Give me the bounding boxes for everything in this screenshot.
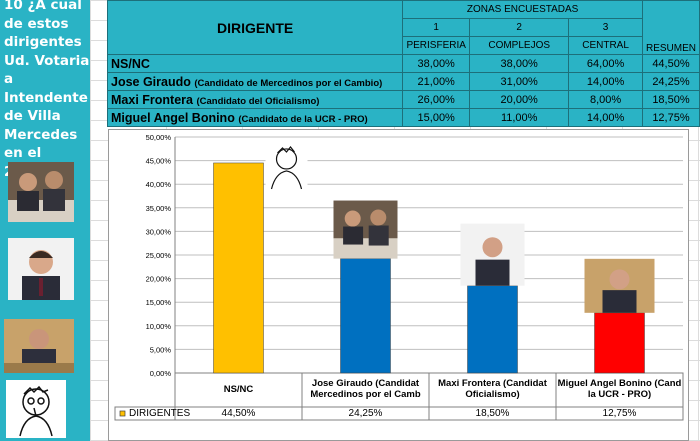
bar [467,285,518,374]
candidate-photo [584,258,655,313]
zone-name: COMPLEJOS [469,36,570,55]
y-tick-label: 50,00% [146,133,172,142]
cell: 15,00% [402,108,471,127]
cell: 20,00% [469,90,570,109]
cell: 38,00% [469,54,570,73]
cell: 14,00% [568,72,643,91]
y-tick-label: 10,00% [146,322,172,331]
zone-number: 1 [402,18,471,37]
zones-title: ZONAS ENCUESTADAS [402,0,643,19]
candidate-photo [333,200,398,259]
zone-name: PERISFERIA [402,36,471,55]
chart: 0,00% 5,00% 10,00% 15,00% 20,00% 25,00% 30,00%… [108,129,689,441]
y-tick-label: 20,00% [146,275,172,284]
value-label: 12,75% [602,408,637,419]
results-table: DIRIGENTE ZONAS ENCUESTADAS RESUMEN 1 2 … [106,0,700,127]
left-panel: 10 ¿A cual de estos dirigentes Ud. Votar… [0,0,90,441]
value-label: 24,25% [348,408,383,419]
summary-header: RESUMEN [641,0,700,55]
bar [340,258,391,374]
cell: 38,00% [402,54,471,73]
category-label-line: la UCR - PRO) [587,389,652,400]
category-label-line: Miguel Angel Bonino (Cand [557,378,682,389]
y-tick-label: 35,00% [146,204,172,213]
category-label-line: NS/NC [223,384,254,395]
question-text: 10 ¿A cual de estos dirigentes Ud. Votar… [4,0,90,180]
summary-cell: 44,50% [641,54,700,73]
cell: 14,00% [568,108,643,127]
cell: 21,00% [402,72,471,91]
dirigente-header: DIRIGENTE [106,0,404,55]
y-tick-label: 45,00% [146,157,172,166]
row-name: Miguel Angel Bonino [111,110,235,125]
y-tick-label: 40,00% [146,180,172,189]
legend-cell [114,406,176,421]
cell: 11,00% [469,108,570,127]
y-tick-label: 25,00% [146,251,172,260]
row-detail: (Candidato de la UCR - PRO) [238,113,368,125]
category-label-line: Jose Giraudo (Candidat [311,378,420,389]
zone-number: 2 [469,18,570,37]
candidate-photo-bonino [4,319,74,373]
candidate-photo [460,223,525,286]
legend-swatch [119,410,126,417]
category-label: NS/NC [175,384,302,395]
category-label-line: Oficialismo) [465,389,520,400]
row-detail: (Candidato del Oficialismo) [196,95,320,107]
legend-label: DIRIGENTES [129,408,191,419]
zone-number: 3 [568,18,643,37]
candidate-photo-giraudo [8,162,74,222]
row-detail: (Candidato de Mercedinos por el Cambio) [194,77,383,89]
summary-cell: 18,50% [641,90,700,109]
row-name: NS/NC [111,56,150,71]
row-name: Maxi Frontera [111,92,193,107]
y-tick-label: 5,00% [150,345,172,354]
thinking-person-icon [6,380,66,438]
category-label: Maxi Frontera (Candidat Oficialismo) [429,378,556,400]
y-tick-label: 30,00% [146,227,172,236]
category-label-line: Mercedinos por el Camb [310,389,421,400]
table-row: Miguel Angel Bonino (Candidato de la UCR… [106,108,700,127]
cell: 31,00% [469,72,570,91]
bar-chart-svg: 0,00% 5,00% 10,00% 15,00% 20,00% 25,00% 30,00%… [114,133,684,421]
summary-cell: 12,75% [641,108,700,127]
cell: 64,00% [568,54,643,73]
cell: 8,00% [568,90,643,109]
bar [213,162,264,374]
y-tick-label: 0,00% [150,369,172,378]
value-label: 44,50% [221,408,256,419]
bar [594,312,645,374]
zone-name: CENTRAL [568,36,643,55]
category-label: Jose Giraudo (Candidat Mercedinos por el … [302,378,429,400]
category-label-line: Maxi Frontera (Candidat [438,378,547,389]
candidate-photo-frontera [8,238,74,300]
row-name: Jose Giraudo [111,74,191,89]
table-row: NS/NC 38,00% 38,00% 64,00% 44,50% [106,54,700,73]
category-label: Miguel Angel Bonino (Cand la UCR - PRO) [556,378,683,400]
y-tick-label: 15,00% [146,298,172,307]
thinking-person-icon [265,142,308,191]
table-row: Maxi Frontera (Candidato del Oficialismo… [106,90,700,109]
table-row: Jose Giraudo (Candidato de Mercedinos po… [106,72,700,91]
summary-cell: 24,25% [641,72,700,91]
cell: 26,00% [402,90,471,109]
value-label: 18,50% [475,408,510,419]
